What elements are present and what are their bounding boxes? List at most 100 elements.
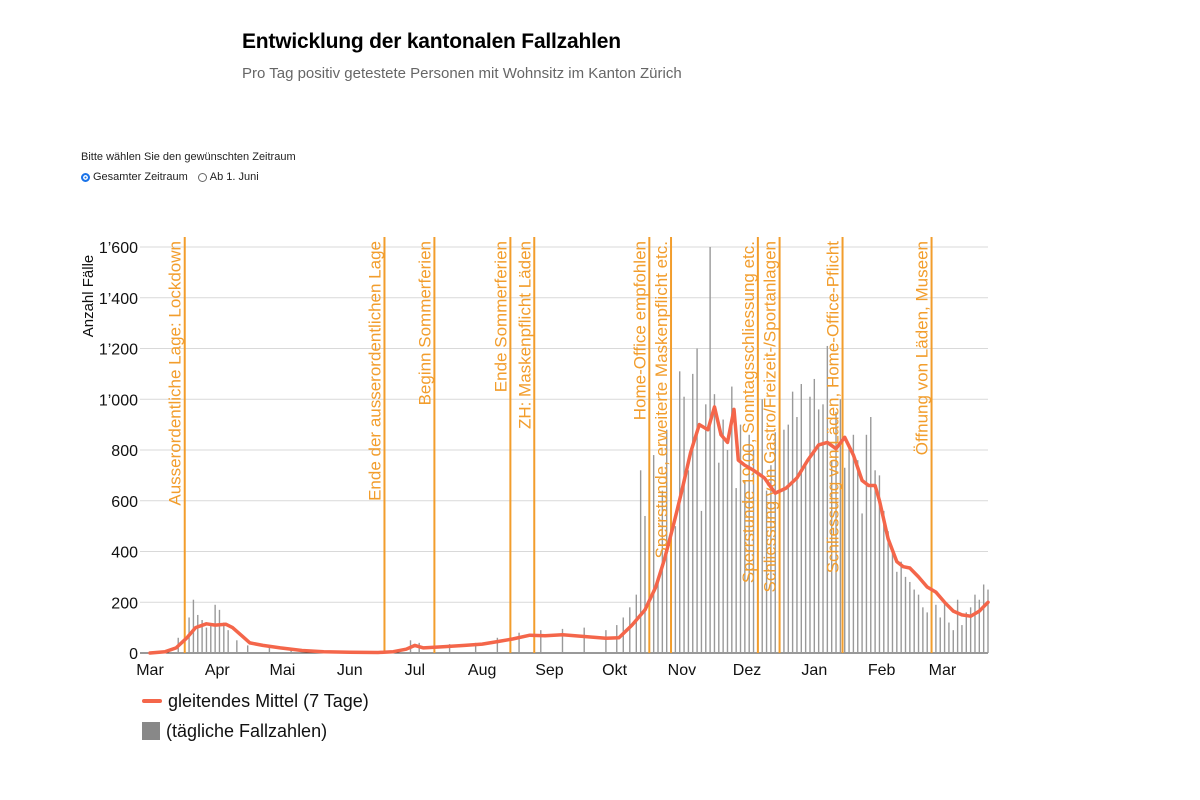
y-tick-label: 1’200 — [99, 342, 138, 359]
daily-bar — [787, 424, 789, 653]
daily-bar — [657, 579, 659, 653]
daily-bar — [796, 417, 798, 653]
event-label: ZH: Maskenpflicht Läden — [515, 241, 534, 429]
daily-bar — [822, 404, 824, 653]
event-label: Ende der ausserordentlichen Lage — [365, 241, 384, 501]
daily-bar — [722, 419, 724, 653]
y-axis-label: Anzahl Fälle — [80, 255, 97, 338]
daily-bar — [874, 470, 876, 653]
daily-bar — [583, 627, 585, 653]
event-label: Sperrstunde 19.00, Sonntagsschliessung e… — [739, 241, 758, 583]
daily-bar — [857, 460, 859, 653]
legend-label-daily: (tägliche Fallzahlen) — [166, 720, 328, 741]
radio-selected-icon[interactable] — [81, 172, 90, 182]
range-options: Gesamter Zeitraum Ab 1. Juni — [81, 171, 259, 183]
daily-bar — [926, 612, 928, 653]
y-tick-label: 800 — [111, 443, 138, 460]
y-tick-label: 1’400 — [99, 291, 138, 308]
daily-bar — [965, 612, 967, 653]
daily-bar — [765, 490, 768, 653]
daily-bar — [290, 649, 292, 653]
radio-label-ab-1-juni: Ab 1. Juni — [209, 171, 259, 183]
daily-bar — [687, 470, 690, 653]
daily-bar — [887, 531, 889, 653]
daily-bar — [201, 620, 203, 653]
moving-average-line — [148, 405, 990, 655]
daily-bar — [804, 465, 807, 653]
y-tick-label: 1’600 — [99, 240, 138, 257]
x-tick-label: Dez — [733, 662, 761, 679]
event-label: Schliessung von Läden, Home-Office-Pflic… — [824, 241, 843, 574]
daily-bar — [709, 247, 711, 653]
daily-bar — [861, 513, 863, 653]
daily-bar — [448, 644, 451, 653]
y-tick-label: 400 — [111, 545, 138, 562]
daily-bar — [674, 526, 677, 653]
event-label: Beginn Sommerferien — [415, 241, 434, 405]
daily-bar — [696, 348, 698, 653]
legend-item-daily: (tägliche Fallzahlen) — [142, 716, 369, 746]
daily-bar — [809, 396, 811, 653]
x-tick-label: Nov — [668, 662, 696, 679]
daily-bar — [739, 424, 742, 653]
legend-item-average: gleitendes Mittel (7 Tage) — [142, 686, 369, 716]
x-tick-label: Feb — [868, 662, 896, 679]
daily-bar — [935, 604, 937, 653]
daily-bar — [713, 394, 716, 653]
daily-bar — [826, 345, 829, 653]
range-prompt: Bitte wählen Sie den gewünschten Zeitrau… — [81, 151, 296, 163]
daily-bar — [561, 628, 564, 653]
radio-gesamter-zeitraum[interactable]: Gesamter Zeitraum — [81, 171, 188, 183]
daily-bar — [639, 470, 642, 653]
daily-bar — [774, 432, 776, 653]
daily-bar — [783, 429, 785, 653]
daily-bar — [948, 622, 950, 653]
legend-label-average: gleitendes Mittel (7 Tage) — [168, 690, 369, 711]
daily-bar — [246, 645, 249, 653]
daily-bar — [635, 594, 638, 653]
y-tick-label: 0 — [129, 646, 138, 663]
daily-bar — [218, 609, 221, 653]
daily-bar — [735, 488, 737, 653]
daily-bar — [683, 396, 685, 653]
daily-bar — [865, 434, 868, 653]
daily-bar — [214, 604, 216, 653]
daily-bar — [900, 561, 902, 653]
daily-bar — [974, 594, 976, 653]
x-tick-label: Sep — [535, 662, 564, 679]
daily-bar — [896, 571, 898, 653]
daily-bar — [817, 409, 820, 653]
daily-bar — [848, 444, 850, 653]
radio-ab-1-juni[interactable]: Ab 1. Juni — [197, 171, 259, 183]
x-tick-label: Mar — [929, 662, 957, 679]
daily-bar — [961, 625, 963, 653]
daily-bar — [800, 384, 802, 653]
x-tick-label: Mai — [270, 662, 296, 679]
daily-bar — [227, 630, 229, 653]
event-label: Sperrstunde, erweiterte Maskenpflicht et… — [652, 241, 671, 558]
daily-bar — [629, 607, 631, 653]
daily-bar — [236, 640, 238, 653]
daily-bar — [852, 434, 855, 653]
daily-bar — [474, 642, 477, 653]
chart-subtitle: Pro Tag positiv getestete Personen mit W… — [242, 65, 682, 82]
event-label: Ende Sommerferien — [491, 241, 510, 392]
daily-bar — [496, 637, 499, 653]
daily-bar — [652, 455, 655, 653]
radio-label-gesamter-zeitraum: Gesamter Zeitraum — [93, 171, 188, 183]
x-tick-label: Aug — [468, 662, 496, 679]
daily-bar — [540, 630, 542, 653]
event-label: Schliessung von Gastro/Freizeit-/Sportan… — [761, 241, 780, 593]
daily-bar — [982, 584, 985, 653]
daily-bar — [644, 515, 646, 653]
radio-unselected-icon[interactable] — [197, 172, 207, 182]
daily-bar — [761, 399, 763, 653]
daily-bar — [956, 599, 959, 653]
chart-title: Entwicklung der kantonalen Fallzahlen — [242, 30, 621, 53]
event-label: Öffnung von Läden, Museen — [913, 241, 932, 455]
legend-box-swatch — [142, 722, 160, 740]
x-tick-label: Jul — [405, 662, 425, 679]
daily-bar — [813, 378, 816, 653]
daily-bar — [939, 617, 941, 653]
